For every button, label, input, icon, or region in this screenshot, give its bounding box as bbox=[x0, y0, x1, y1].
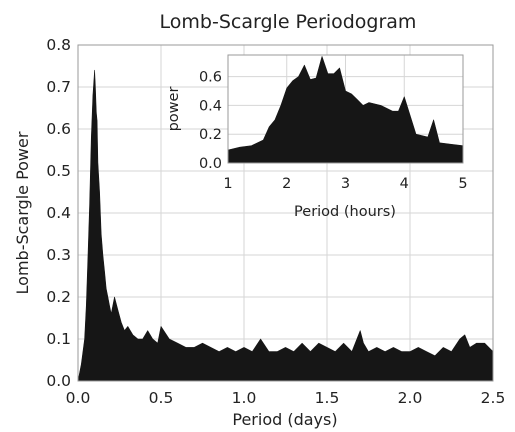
inset-y-tick-label: 0.2 bbox=[199, 127, 222, 143]
inset-x-tick-label: 4 bbox=[400, 176, 409, 192]
main-x-tick-label: 1.0 bbox=[232, 389, 257, 407]
inset-x-tick-label: 5 bbox=[458, 176, 467, 192]
main-y-tick-label: 0.7 bbox=[46, 78, 71, 96]
main-x-tick-label: 0.5 bbox=[149, 389, 174, 407]
chart-title: Lomb-Scargle Periodogram bbox=[160, 11, 417, 33]
inset-y-tick-label: 0.4 bbox=[199, 98, 222, 114]
main-x-ticks: 0.0 0.5 1.0 1.5 2.0 2.5 bbox=[66, 389, 506, 407]
main-x-tick-label: 1.5 bbox=[315, 389, 340, 407]
main-plot-frame bbox=[77, 44, 494, 382]
y-axis-label: Lomb-Scargle Power bbox=[13, 131, 32, 294]
inset-plot-frame bbox=[227, 54, 464, 164]
main-power-series bbox=[77, 69, 494, 382]
inset-x-axis-label: Period (hours) bbox=[294, 204, 396, 220]
main-y-tick-label: 0.5 bbox=[46, 162, 71, 180]
main-y-tick-label: 0.0 bbox=[46, 372, 71, 390]
main-y-tick-label: 0.8 bbox=[46, 36, 71, 54]
main-y-tick-label: 0.4 bbox=[46, 204, 71, 222]
main-y-tick-label: 0.6 bbox=[46, 120, 71, 138]
inset-y-tick-label: 0.0 bbox=[199, 156, 222, 172]
main-y-tick-label: 0.2 bbox=[46, 288, 71, 306]
inset-power-series bbox=[227, 56, 464, 164]
main-y-tick-label: 0.1 bbox=[46, 330, 71, 348]
x-axis-label: Period (days) bbox=[232, 410, 337, 429]
main-x-tick-label: 2.5 bbox=[481, 389, 506, 407]
inset-x-ticks: 1 2 3 4 5 bbox=[223, 176, 467, 192]
inset-x-tick-label: 1 bbox=[223, 176, 232, 192]
main-y-tick-label: 0.3 bbox=[46, 246, 71, 264]
inset-y-axis-label: power bbox=[166, 87, 182, 132]
inset-y-ticks: 0.0 0.2 0.4 0.6 bbox=[199, 70, 222, 172]
main-x-tick-label: 2.0 bbox=[398, 389, 423, 407]
main-x-tick-label: 0.0 bbox=[66, 389, 91, 407]
inset-y-tick-label: 0.6 bbox=[199, 70, 222, 86]
main-y-ticks: 0.0 0.1 0.2 0.3 0.4 0.5 0.6 0.7 0.8 bbox=[46, 36, 71, 390]
inset-x-tick-label: 2 bbox=[282, 176, 291, 192]
inset-x-tick-label: 3 bbox=[341, 176, 350, 192]
